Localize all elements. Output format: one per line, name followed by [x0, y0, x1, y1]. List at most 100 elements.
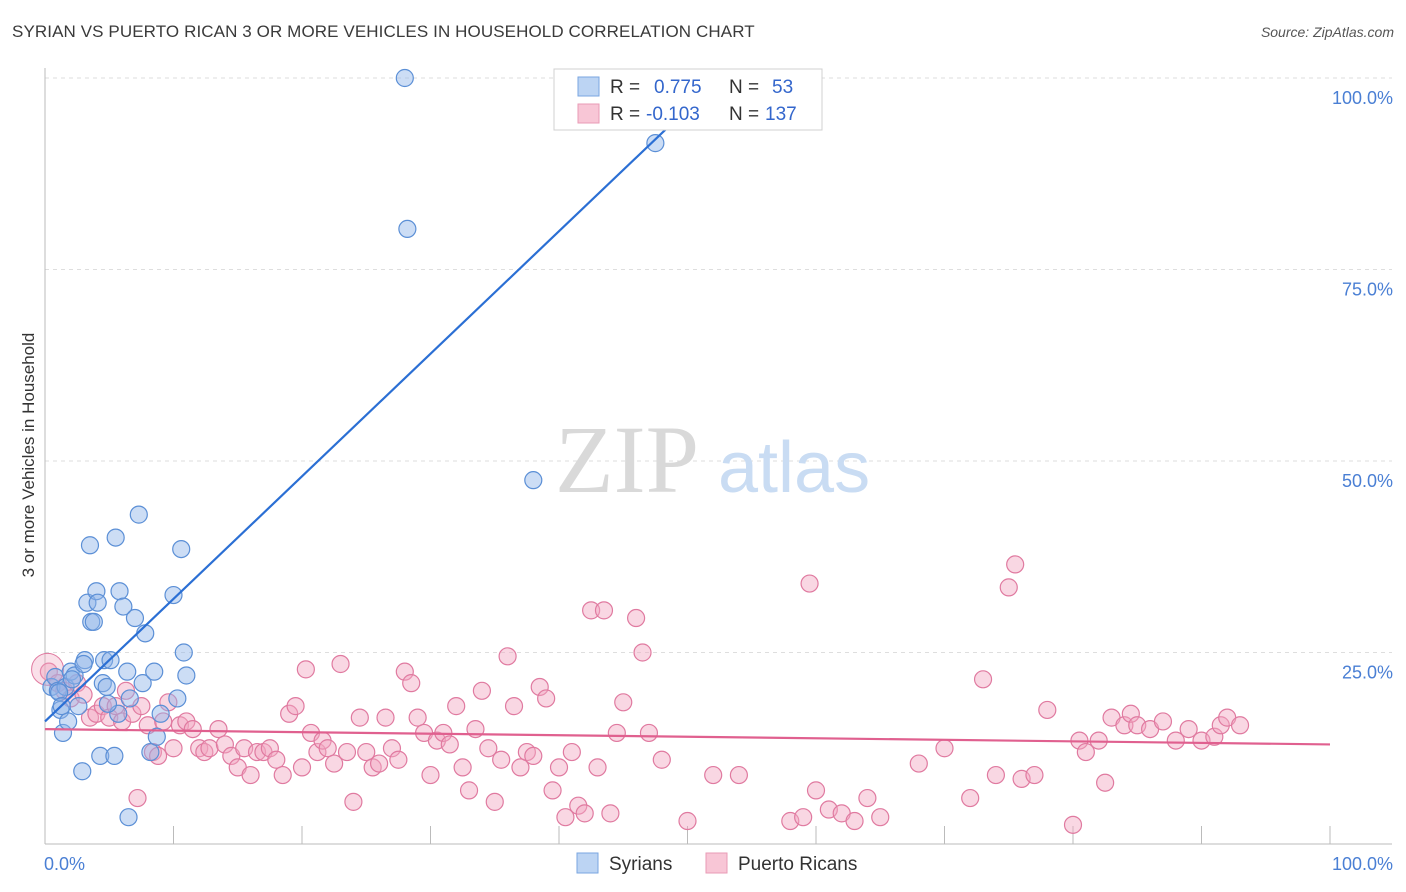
y-tick-label: 100.0%: [1332, 88, 1393, 108]
puerto-ricans-point: [337, 742, 357, 762]
bottom-legend: Syrians Puerto Ricans: [576, 852, 857, 875]
legend-swatch-syrians: [577, 76, 600, 97]
chart-title: SYRIAN VS PUERTO RICAN 3 OR MORE VEHICLE…: [12, 22, 755, 41]
puerto-ricans-point: [530, 677, 549, 697]
syrians-point: [133, 674, 152, 693]
puerto-ricans-point: [639, 723, 659, 743]
bottom-legend-swatch-syrians: [576, 852, 599, 874]
puerto-ricans-point: [292, 758, 312, 777]
y-tick-labels: 25.0% 50.0% 75.0% 100.0%: [1332, 88, 1393, 683]
gridlines: [45, 77, 1392, 653]
puerto-ricans-point: [389, 750, 408, 769]
legend-r-label-syrians: R =: [610, 77, 640, 98]
puerto-ricans-point: [794, 808, 813, 827]
syrians-trend-line: [44, 107, 689, 723]
x-tick-labels: 0.0% 100.0%: [44, 854, 1393, 874]
puerto-ricans-point: [183, 719, 202, 739]
syrians-point: [91, 746, 110, 766]
puerto-ricans-point: [575, 804, 594, 823]
puerto-ricans-point: [408, 708, 427, 727]
puerto-ricans-point: [1096, 773, 1115, 792]
syrians-point: [136, 624, 155, 643]
puerto-ricans-point: [999, 578, 1018, 597]
puerto-ricans-point: [556, 808, 575, 827]
puerto-ricans-point: [1038, 700, 1057, 720]
bottom-legend-swatch-puerto-ricans: [705, 852, 728, 874]
puerto-ricans-point: [447, 697, 466, 716]
puerto-ricans-point: [1006, 555, 1025, 574]
puerto-ricans-point: [582, 601, 601, 620]
puerto-ricans-point: [845, 811, 864, 831]
puerto-ricans-point: [357, 742, 376, 762]
syrians-point: [87, 582, 106, 601]
puerto-ricans-point: [453, 758, 472, 777]
syrians-point: [73, 762, 92, 781]
puerto-ricans-point: [543, 781, 562, 800]
puerto-ricans-point: [626, 608, 646, 628]
puerto-ricans-point: [296, 660, 315, 679]
watermark-atlas: atlas: [718, 428, 870, 508]
syrians-point: [97, 677, 116, 697]
syrians-point: [141, 742, 160, 762]
puerto-ricans-point: [607, 723, 626, 743]
x-tick-label: 100.0%: [1332, 854, 1393, 874]
puerto-ricans-point: [1115, 716, 1134, 735]
syrians-point: [69, 697, 88, 716]
syrians-point: [145, 662, 164, 681]
puerto-ricans-point: [986, 765, 1006, 785]
puerto-ricans-point: [308, 742, 327, 762]
puerto-ricans-point: [1205, 727, 1224, 746]
puerto-ricans-point: [614, 693, 633, 712]
legend-n-label-syrians: N =: [729, 77, 759, 98]
syrians-point: [84, 612, 103, 631]
syrians-point: [88, 593, 107, 612]
syrians-point: [172, 539, 191, 559]
puerto-ricans-point: [382, 739, 402, 758]
puerto-ricans-point: [395, 662, 414, 681]
puerto-ricans-point: [1230, 716, 1250, 735]
legend-r-value-puerto-ricans: -0.103: [646, 104, 700, 125]
puerto-ricans-point: [973, 670, 993, 689]
puerto-ricans-point: [286, 697, 305, 716]
puerto-ricans-point: [537, 689, 556, 708]
bottom-legend-syrians: Syrians: [609, 854, 672, 875]
syrians-point: [395, 68, 414, 88]
y-tick-label: 25.0%: [1342, 663, 1393, 683]
puerto-ricans-point: [601, 804, 620, 823]
puerto-ricans-point: [376, 708, 395, 727]
puerto-ricans-point: [402, 674, 421, 693]
syrians-point: [59, 712, 78, 731]
puerto-ricans-point: [871, 808, 890, 827]
puerto-ricans-point: [524, 746, 543, 766]
puerto-ricans-point: [325, 754, 344, 773]
legend-n-value-syrians: 53: [772, 77, 793, 98]
y-tick-label: 50.0%: [1342, 471, 1393, 491]
puerto-ricans-point: [421, 765, 440, 785]
puerto-ricans-point: [498, 647, 517, 666]
puerto-ricans-point: [633, 643, 652, 662]
syrians-point: [125, 608, 145, 628]
syrians-point: [168, 689, 187, 708]
chart-source: Source: ZipAtlas.com: [1260, 24, 1394, 40]
puerto-ricans-point: [504, 697, 524, 716]
syrians-point: [118, 662, 137, 681]
syrians-point: [80, 536, 100, 555]
top-legend: R = 0.775 N = 53 R = -0.103 N = 137: [553, 68, 823, 131]
legend-n-value-puerto-ricans: 137: [765, 104, 797, 125]
puerto-ricans-points: [31, 555, 1250, 834]
puerto-ricans-point: [549, 758, 569, 777]
puerto-ricans-point: [1025, 765, 1044, 785]
puerto-ricans-point: [858, 788, 877, 808]
syrians-point: [177, 666, 196, 685]
puerto-ricans-point: [1179, 719, 1198, 739]
puerto-ricans-point: [1076, 742, 1095, 762]
puerto-ricans-point: [1063, 815, 1083, 834]
syrians-point: [95, 651, 114, 670]
trend-lines: [44, 107, 1331, 746]
puerto-ricans-point: [678, 811, 697, 831]
puerto-ricans-point: [241, 765, 260, 785]
syrians-point: [646, 134, 665, 153]
puerto-ricans-point: [652, 750, 671, 769]
x-tick-label: 0.0%: [44, 854, 85, 874]
